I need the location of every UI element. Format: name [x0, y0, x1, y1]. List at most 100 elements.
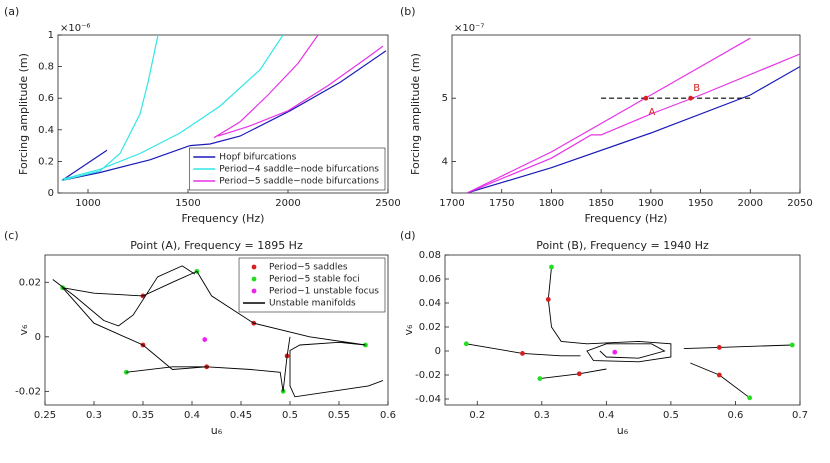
x-tick-label: 1750 — [489, 198, 514, 209]
panel-label: (c) — [4, 229, 19, 242]
x-tick-label: 0.55 — [328, 410, 350, 421]
chart-title: Point (A), Frequency = 1895 Hz — [130, 239, 303, 252]
x-tick-label: 1950 — [688, 198, 713, 209]
y-axis-label: Forcing amplitude (m) — [17, 53, 30, 175]
x-tick-label: 0.6 — [728, 410, 744, 421]
series-line — [61, 35, 284, 181]
point — [545, 297, 551, 302]
x-tick-label: 0.7 — [792, 410, 808, 421]
legend-label: Period−5 saddles — [269, 263, 348, 273]
x-tick-label: 0.3 — [86, 410, 102, 421]
point — [716, 345, 722, 350]
legend-label: Hopf bifurcations — [219, 153, 296, 163]
legend-label: Period−5 stable foci — [269, 275, 360, 285]
plot-area — [451, 34, 801, 194]
point — [549, 264, 554, 270]
point — [789, 342, 795, 348]
y-tick-label: -0.02 — [15, 386, 41, 397]
point — [537, 376, 543, 381]
x-tick-label: 0.3 — [534, 410, 550, 421]
plot-marks — [463, 264, 795, 401]
point — [576, 371, 582, 377]
y-tick-label: 4 — [442, 156, 448, 167]
plot-marks — [52, 265, 384, 398]
x-axis-label: Frequency (Hz) — [585, 212, 668, 225]
x-tick-label: 0.2 — [469, 410, 485, 421]
annotation-point — [688, 95, 694, 101]
plot-marks — [466, 37, 800, 193]
x-tick-label: 2000 — [275, 198, 300, 209]
x-tick-label: 2500 — [375, 198, 400, 209]
y-tick-label: -0.04 — [415, 394, 441, 405]
x-axis-label: Frequency (Hz) — [182, 212, 265, 225]
x-axis-label: u₆ — [211, 424, 223, 437]
x-tick-label: 2000 — [738, 198, 763, 209]
x-tick-label: 0.35 — [132, 410, 154, 421]
legend-label: Unstable manifolds — [269, 299, 356, 309]
y-tick-label: 0.02 — [419, 322, 441, 333]
x-tick-label: 0.5 — [282, 410, 298, 421]
x-tick-label: 2050 — [787, 198, 812, 209]
y-axis-label: v₆ — [402, 324, 415, 336]
legend: Hopf bifurcations Period−4 saddle−node bi… — [188, 147, 386, 191]
legend-label: Period−4 saddle−node bifurcations — [219, 165, 379, 175]
y-tick-label: 1 — [48, 30, 54, 41]
legend: Period−5 saddles Period−5 stable foci Peri… — [238, 257, 386, 313]
y-axis-label: v₆ — [17, 324, 30, 336]
point — [463, 341, 469, 347]
chart-title: Point (B), Frequency = 1940 Hz — [536, 239, 709, 252]
series-line — [466, 53, 800, 193]
axis-exponent: ×10⁻⁷ — [454, 23, 484, 34]
annotation-point — [643, 95, 649, 101]
point — [202, 337, 208, 342]
x-tick-label: 1500 — [175, 198, 200, 209]
x-tick-label: 1000 — [75, 198, 100, 209]
y-tick-label: 5 — [442, 93, 448, 104]
series-line — [213, 35, 384, 139]
legend-box — [188, 147, 386, 191]
point — [747, 395, 753, 401]
x-tick-label: 0.6 — [380, 410, 396, 421]
point — [716, 372, 722, 378]
x-tick-label: 0.4 — [598, 410, 614, 421]
y-tick-label: -0.02 — [415, 370, 441, 381]
annotation-label: B — [693, 83, 700, 94]
panel-label: (a) — [4, 5, 19, 18]
plot-marks — [61, 35, 387, 181]
y-tick-label: 0 — [435, 346, 441, 357]
axis-exponent: ×10⁻⁶ — [60, 23, 90, 34]
legend-swatch — [251, 288, 257, 294]
panel-label: (b) — [400, 5, 416, 18]
x-tick-label: 0.4 — [184, 410, 200, 421]
y-tick-label: 0 — [35, 332, 41, 343]
y-tick-label: 0.02 — [19, 277, 41, 288]
series-line — [466, 66, 800, 193]
y-tick-label: 0.2 — [38, 156, 54, 167]
point — [194, 268, 200, 274]
point — [612, 349, 618, 355]
x-tick-label: 1850 — [588, 198, 613, 209]
panel-label: (d) — [400, 229, 416, 242]
x-tick-label: 0.45 — [230, 410, 252, 421]
x-tick-label: 1900 — [638, 198, 663, 209]
legend-label: Period−1 unstable focus — [269, 287, 379, 297]
legend-label: Period−5 saddle−node bifurcations — [219, 177, 379, 187]
y-tick-label: 0.4 — [38, 125, 54, 136]
x-tick-label: 1700 — [439, 198, 464, 209]
annotation-label: A — [648, 107, 655, 118]
y-tick-label: 0.04 — [419, 298, 441, 309]
x-tick-label: 0.5 — [663, 410, 679, 421]
y-tick-label: 0.8 — [38, 62, 54, 73]
y-tick-label: 0.6 — [38, 93, 54, 104]
legend-swatch — [251, 276, 257, 282]
legend-swatch — [251, 264, 257, 270]
y-tick-label: 0.06 — [419, 274, 441, 285]
y-axis-label: Forcing amplitude (m) — [409, 53, 422, 175]
x-tick-label: 0.25 — [34, 410, 56, 421]
series-line — [466, 37, 751, 193]
x-tick-label: 1800 — [539, 198, 564, 209]
point — [520, 351, 525, 356]
y-tick-label: 0 — [48, 188, 54, 199]
y-tick-label: 0.08 — [419, 250, 441, 261]
